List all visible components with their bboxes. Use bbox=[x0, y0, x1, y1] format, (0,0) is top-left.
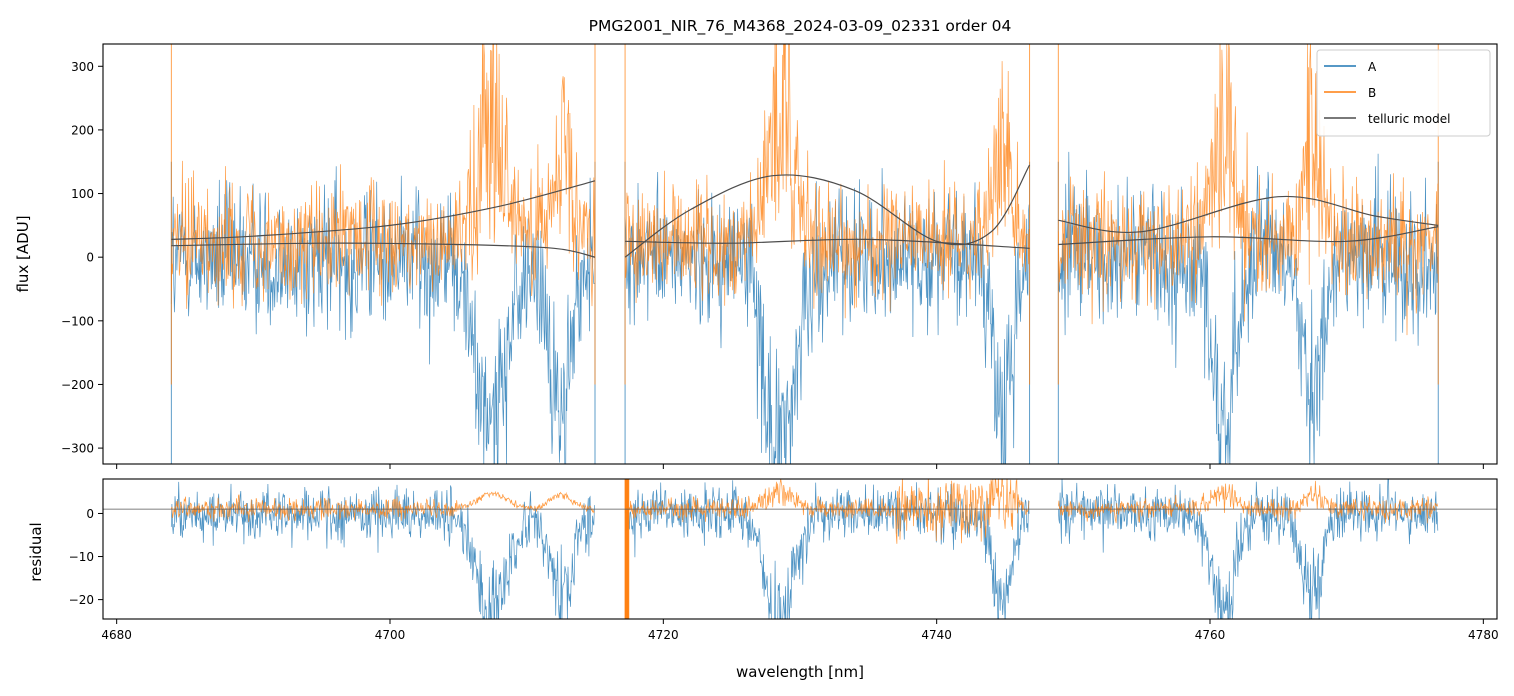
bottom-x-tick-label: 4740 bbox=[921, 628, 952, 642]
telluric-model-curve-3 bbox=[624, 164, 1031, 258]
series-a-segment-1 bbox=[170, 166, 595, 464]
bottom-y-axis: −20 −10 0 bbox=[69, 507, 103, 607]
x-axis-label: wavelength [nm] bbox=[736, 663, 864, 681]
bottom-x-tick-label: 4700 bbox=[375, 628, 406, 642]
legend-label-telluric-model: telluric model bbox=[1368, 112, 1450, 126]
bottom-x-tick-label: 4680 bbox=[101, 628, 132, 642]
legend-box bbox=[1316, 49, 1491, 137]
residual-b-segment-3 bbox=[1057, 480, 1439, 524]
bottom-panel: −20 −10 0 4680 4700 4720 4740 4760 4780 residua… bbox=[27, 478, 1499, 681]
bottom-y-tick-label: 0 bbox=[86, 507, 94, 521]
top-x-axis bbox=[116, 464, 1484, 469]
top-y-tick-label: 100 bbox=[71, 187, 94, 201]
top-y-tick-label: −300 bbox=[61, 442, 94, 456]
series-a-segment-2 bbox=[624, 168, 1030, 464]
legend-label-a: A bbox=[1368, 60, 1377, 74]
legend-label-b: B bbox=[1368, 86, 1376, 100]
chart-title: PMG2001_NIR_76_M4368_2024-03-09_02331 or… bbox=[589, 17, 1012, 36]
series-a-segment-3 bbox=[1057, 151, 1439, 464]
series-b-segment-2 bbox=[624, 44, 1030, 319]
telluric-model-curve-4 bbox=[625, 238, 1030, 249]
residual-b-segment-1 bbox=[170, 490, 595, 523]
bottom-x-tick-label: 4720 bbox=[648, 628, 679, 642]
top-y-tick-label: −100 bbox=[61, 314, 94, 328]
telluric-model-curve-5 bbox=[1058, 195, 1439, 234]
residual-a-segment-1 bbox=[170, 481, 595, 619]
bottom-y-tick-label: −20 bbox=[69, 593, 94, 607]
telluric-model-curve-1 bbox=[171, 180, 596, 240]
top-panel: −300 −200 −100 0 100 200 300 flux [ADU] A B te… bbox=[14, 43, 1498, 469]
residual-a-segment-3 bbox=[1057, 479, 1439, 619]
series-b-segment-3 bbox=[1057, 44, 1439, 336]
residual-b-segment-2 bbox=[624, 479, 1030, 544]
top-y-tick-label: −200 bbox=[61, 378, 94, 392]
telluric-model-curve-6 bbox=[1058, 226, 1439, 246]
top-y-tick-label: 300 bbox=[71, 60, 94, 74]
top-plot-area bbox=[170, 44, 1439, 464]
bottom-x-axis: 4680 4700 4720 4740 4760 4780 bbox=[101, 619, 1499, 642]
top-y-axis-label: flux [ADU] bbox=[14, 215, 32, 292]
bottom-x-tick-label: 4780 bbox=[1468, 628, 1499, 642]
series-b-segment-1 bbox=[170, 44, 595, 309]
bottom-x-tick-label: 4760 bbox=[1195, 628, 1226, 642]
top-y-tick-label: 200 bbox=[71, 123, 94, 137]
bottom-axes-frame bbox=[102, 478, 1498, 620]
bottom-y-axis-label: residual bbox=[27, 522, 45, 581]
top-y-tick-label: 0 bbox=[86, 251, 94, 265]
top-axes-frame bbox=[102, 43, 1498, 465]
legend: A B telluric model bbox=[1316, 49, 1491, 137]
bottom-plot-area bbox=[103, 479, 1497, 619]
top-y-axis: −300 −200 −100 0 100 200 300 bbox=[61, 60, 103, 456]
bottom-y-tick-label: −10 bbox=[69, 550, 94, 564]
telluric-model-curve-2 bbox=[171, 242, 596, 258]
